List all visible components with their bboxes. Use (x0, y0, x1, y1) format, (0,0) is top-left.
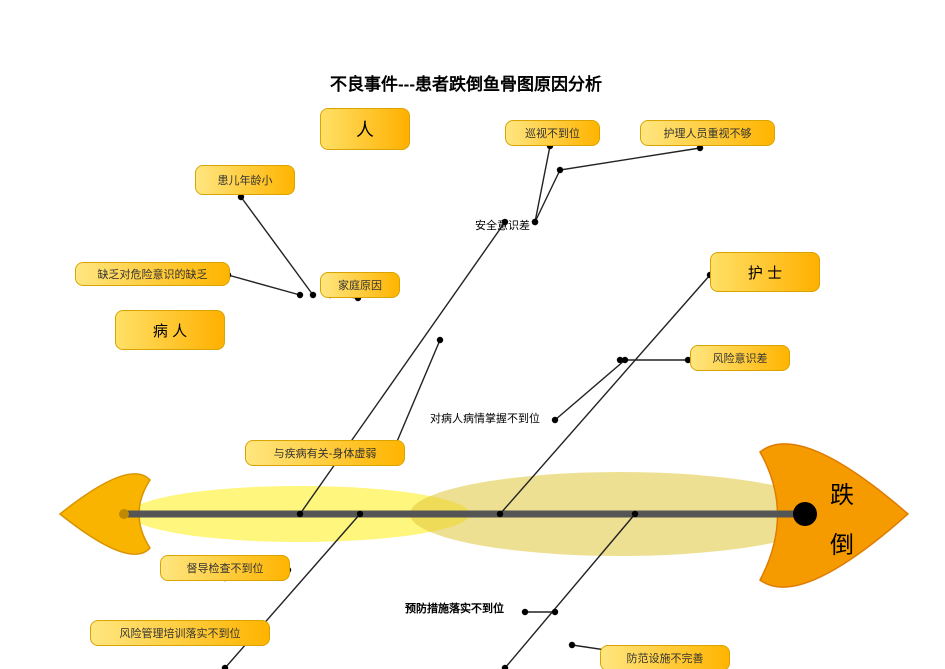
n-risk-aware: 风险意识差 (690, 345, 790, 371)
n-prev-box: 防范设施不完善 (600, 645, 730, 669)
n-disease: 与疾病有关-身体虚弱 (245, 440, 405, 466)
fishbone-diagram: 不良事件---患者跌倒鱼骨图原因分析 人病 人 护 士 患儿年龄小缺乏对危险意识的缺… (0, 0, 945, 669)
cat-patient: 病 人 (115, 310, 225, 350)
diagram-title: 不良事件---患者跌倒鱼骨图原因分析 (330, 70, 602, 95)
fish-head-text-0: 跌 (830, 475, 854, 510)
n-patrol: 巡视不到位 (505, 120, 600, 146)
n-supervise: 督导检查不到位 (160, 555, 290, 581)
fish-head-text-1: 倒 (830, 525, 854, 560)
l-safety: 安全意识差 (475, 217, 530, 233)
n-nurse-attn: 护理人员重视不够 (640, 120, 775, 146)
n-child-age: 患儿年龄小 (195, 165, 295, 195)
l-prevention: 预防措施落实不到位 (405, 600, 504, 616)
n-family: 家庭原因 (320, 272, 400, 298)
cat-nurse: 护 士 (710, 252, 820, 292)
n-training: 风险管理培训落实不到位 (90, 620, 270, 646)
n-danger-aware: 缺乏对危险意识的缺乏 (75, 262, 230, 286)
cat-person: 人 (320, 108, 410, 150)
l-condition: 对病人病情掌握不到位 (430, 410, 540, 426)
